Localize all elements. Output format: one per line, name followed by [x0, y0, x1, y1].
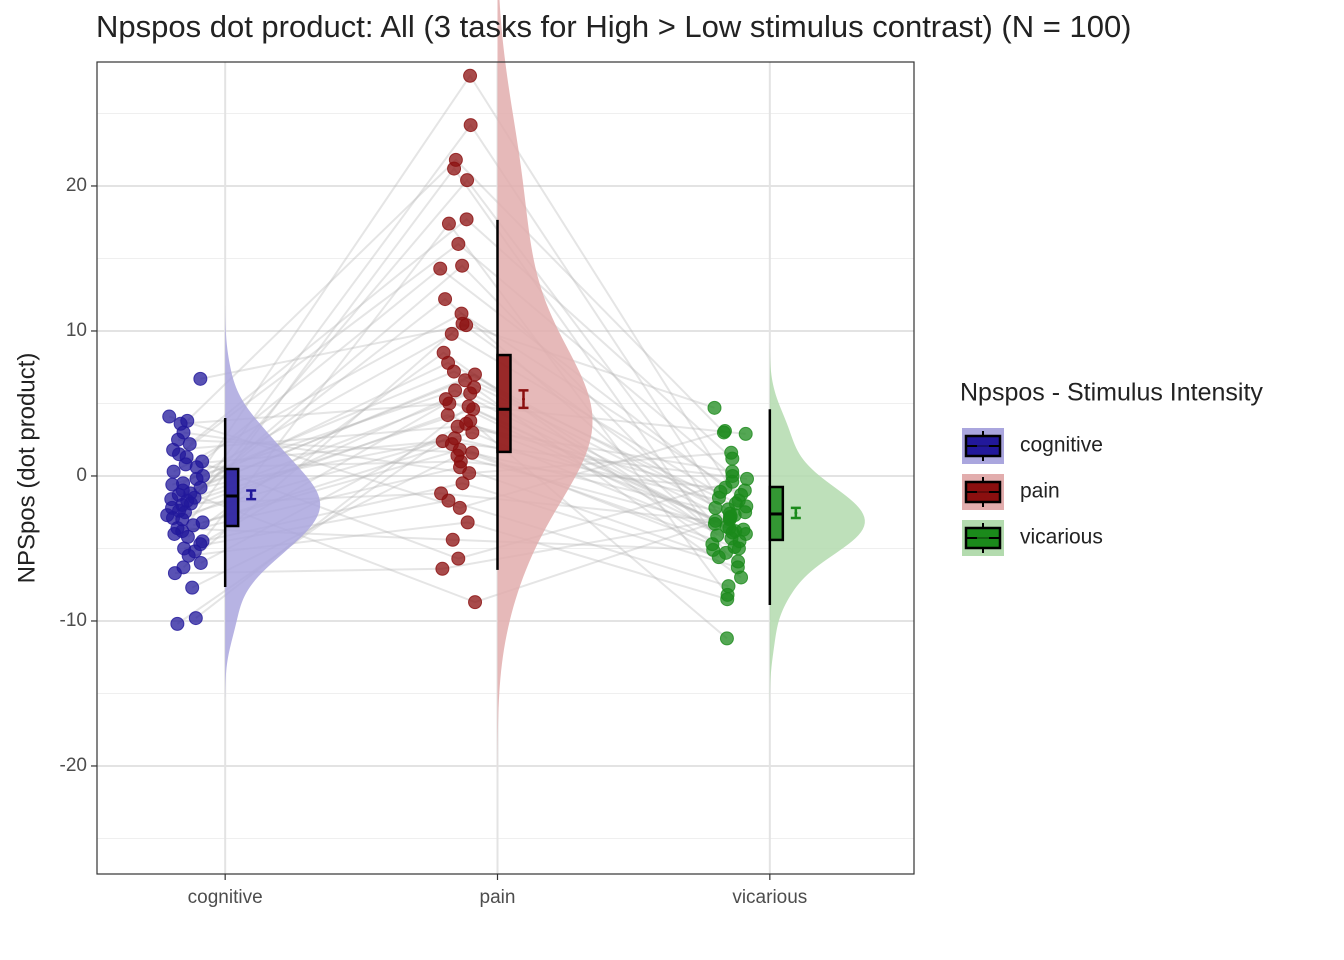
dot: [180, 529, 195, 544]
dot: [178, 457, 193, 472]
dot: [167, 526, 182, 541]
dot: [453, 460, 468, 475]
y-axis-label: NPSpos (dot product): [13, 353, 40, 584]
dot: [720, 592, 735, 607]
box: [496, 353, 512, 454]
dot: [463, 68, 478, 83]
density: [497, 0, 593, 773]
legend-title: Npspos - Stimulus Intensity: [960, 379, 1263, 407]
dot: [711, 550, 726, 565]
dot: [167, 566, 182, 581]
y-tick-label: 0: [76, 465, 87, 486]
legend-label: pain: [1020, 480, 1060, 503]
dot: [435, 434, 450, 449]
mean: [522, 397, 525, 401]
x-tick-label: pain: [480, 887, 516, 908]
dot: [165, 477, 180, 492]
dot: [451, 551, 466, 566]
dot: [459, 212, 474, 227]
legend-label: cognitive: [1020, 434, 1103, 457]
dot: [739, 471, 754, 486]
y-tick-label: -10: [60, 610, 87, 631]
dot: [441, 216, 456, 231]
x-tick-label: vicarious: [732, 887, 807, 908]
box: [223, 467, 240, 528]
dot: [460, 515, 475, 530]
y-tick-label: 10: [66, 320, 87, 341]
dot: [731, 541, 746, 556]
dot: [447, 161, 462, 176]
dot: [450, 448, 465, 463]
dot: [444, 326, 459, 341]
dot: [455, 476, 470, 491]
dot: [467, 380, 482, 395]
dot: [181, 548, 196, 563]
y-tick-label: 20: [66, 175, 87, 196]
dot: [162, 409, 177, 424]
dot: [452, 500, 467, 515]
density: [225, 305, 321, 698]
dot: [460, 173, 475, 188]
dot: [435, 561, 450, 576]
dot: [182, 437, 197, 452]
panel-border: [96, 61, 915, 875]
mean: [794, 511, 798, 515]
dot: [728, 524, 743, 539]
dot: [166, 464, 181, 479]
legend-dot: [977, 440, 989, 452]
mean: [249, 493, 253, 497]
dot: [727, 508, 742, 523]
dot: [438, 392, 453, 407]
dot: [463, 118, 478, 133]
dot: [713, 484, 728, 499]
dot: [433, 261, 448, 276]
legend-dot: [977, 486, 989, 498]
dot: [451, 236, 466, 251]
dot: [445, 532, 460, 547]
dot: [436, 345, 451, 360]
legend-dot: [977, 532, 989, 544]
dot: [467, 367, 482, 382]
dot: [459, 416, 474, 431]
dot: [438, 292, 453, 307]
dot: [186, 518, 201, 533]
dot: [468, 595, 483, 610]
density: [769, 342, 865, 704]
dot: [193, 555, 208, 570]
dot: [440, 408, 455, 423]
chart-title: Npspos dot product: All (3 tasks for Hig…: [96, 9, 1132, 44]
dot: [193, 371, 208, 386]
dot: [725, 451, 740, 466]
x-tick-label: cognitive: [188, 887, 263, 908]
dot: [461, 399, 476, 414]
dot: [734, 570, 749, 585]
dot: [738, 426, 753, 441]
dot: [170, 616, 185, 631]
dot: [441, 493, 456, 508]
dot: [448, 383, 463, 398]
dot: [716, 425, 731, 440]
y-tick-label: -20: [60, 755, 87, 776]
dot: [171, 432, 186, 447]
dot: [708, 500, 723, 515]
dot: [164, 492, 179, 507]
dot: [455, 258, 470, 273]
dot: [188, 611, 203, 626]
legend: cognitive pain vicarious: [962, 428, 1103, 556]
dot: [455, 316, 470, 331]
dot: [185, 580, 200, 595]
dot: [719, 631, 734, 646]
plot-area: [160, 0, 865, 773]
dot: [707, 400, 722, 415]
legend-label: vicarious: [1020, 526, 1103, 549]
dot: [707, 516, 722, 531]
dot: [465, 445, 480, 460]
